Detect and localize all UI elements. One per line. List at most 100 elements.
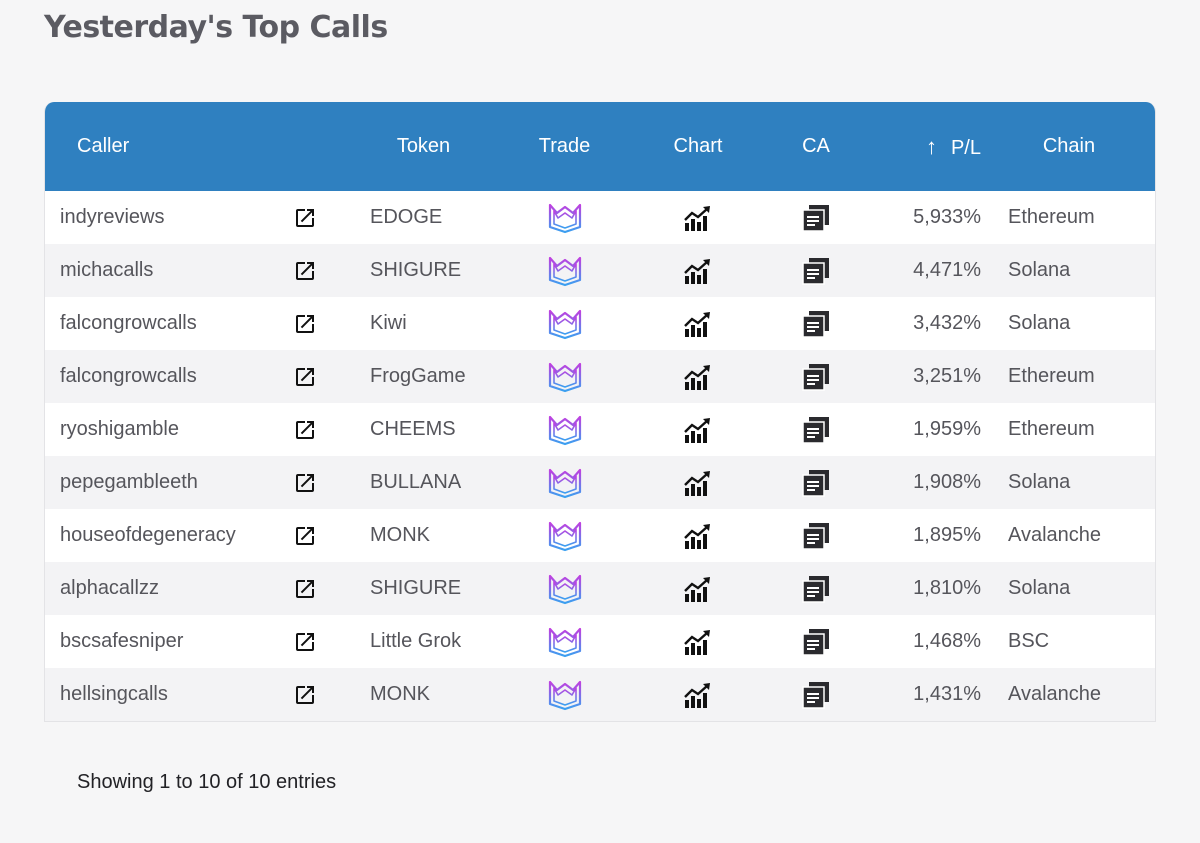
chart-cell[interactable]	[628, 244, 768, 297]
chart-trend-icon[interactable]	[683, 628, 713, 656]
column-header-chain[interactable]: Chain	[981, 102, 1155, 191]
link-cell[interactable]	[285, 297, 346, 350]
chart-cell[interactable]	[628, 456, 768, 509]
external-link-icon[interactable]	[293, 206, 317, 230]
copy-icon[interactable]	[802, 522, 830, 550]
chart-cell[interactable]	[628, 350, 768, 403]
copy-icon[interactable]	[802, 363, 830, 391]
chart-trend-icon[interactable]	[683, 416, 713, 444]
external-link-icon[interactable]	[293, 683, 317, 707]
trade-cell[interactable]	[501, 456, 628, 509]
copy-icon[interactable]	[802, 310, 830, 338]
trade-logo-icon[interactable]	[547, 519, 583, 553]
chart-trend-icon[interactable]	[683, 469, 713, 497]
trade-cell[interactable]	[501, 297, 628, 350]
chart-trend-icon[interactable]	[683, 681, 713, 709]
ca-cell[interactable]	[768, 615, 864, 668]
column-header-chart[interactable]: Chart	[628, 102, 768, 191]
trade-logo-icon[interactable]	[547, 201, 583, 235]
ca-cell[interactable]	[768, 191, 864, 244]
caller-cell[interactable]: houseofdegeneracy	[45, 509, 285, 562]
trade-logo-icon[interactable]	[547, 307, 583, 341]
trade-cell[interactable]	[501, 403, 628, 456]
trade-logo-icon[interactable]	[547, 254, 583, 288]
caller-name[interactable]: falcongrowcalls	[60, 312, 197, 334]
ca-cell[interactable]	[768, 668, 864, 721]
link-cell[interactable]	[285, 403, 346, 456]
caller-cell[interactable]: alphacallzz	[45, 562, 285, 615]
trade-cell[interactable]	[501, 668, 628, 721]
caller-cell[interactable]: pepegambleeth	[45, 456, 285, 509]
caller-name[interactable]: indyreviews	[60, 206, 165, 228]
chart-cell[interactable]	[628, 191, 768, 244]
column-header-ca[interactable]: CA	[768, 102, 864, 191]
caller-cell[interactable]: falcongrowcalls	[45, 350, 285, 403]
copy-icon[interactable]	[802, 469, 830, 497]
link-cell[interactable]	[285, 244, 346, 297]
external-link-icon[interactable]	[293, 577, 317, 601]
link-cell[interactable]	[285, 562, 346, 615]
chart-cell[interactable]	[628, 509, 768, 562]
caller-name[interactable]: alphacallzz	[60, 577, 159, 599]
chart-trend-icon[interactable]	[683, 204, 713, 232]
external-link-icon[interactable]	[293, 471, 317, 495]
caller-name[interactable]: michacalls	[60, 259, 154, 281]
trade-cell[interactable]	[501, 509, 628, 562]
column-header-pl[interactable]: ↑ P/L	[864, 102, 981, 191]
caller-name[interactable]: falcongrowcalls	[60, 365, 197, 387]
chart-cell[interactable]	[628, 615, 768, 668]
link-cell[interactable]	[285, 191, 346, 244]
chart-cell[interactable]	[628, 562, 768, 615]
ca-cell[interactable]	[768, 456, 864, 509]
ca-cell[interactable]	[768, 403, 864, 456]
caller-name[interactable]: bscsafesniper	[60, 630, 184, 652]
ca-cell[interactable]	[768, 297, 864, 350]
trade-logo-icon[interactable]	[547, 466, 583, 500]
ca-cell[interactable]	[768, 562, 864, 615]
trade-logo-icon[interactable]	[547, 572, 583, 606]
link-cell[interactable]	[285, 509, 346, 562]
caller-name[interactable]: pepegambleeth	[60, 471, 198, 493]
caller-name[interactable]: houseofdegeneracy	[60, 524, 236, 546]
chart-cell[interactable]	[628, 297, 768, 350]
link-cell[interactable]	[285, 350, 346, 403]
chart-cell[interactable]	[628, 668, 768, 721]
copy-icon[interactable]	[802, 628, 830, 656]
external-link-icon[interactable]	[293, 418, 317, 442]
caller-cell[interactable]: bscsafesniper	[45, 615, 285, 668]
external-link-icon[interactable]	[293, 365, 317, 389]
external-link-icon[interactable]	[293, 630, 317, 654]
ca-cell[interactable]	[768, 244, 864, 297]
link-cell[interactable]	[285, 615, 346, 668]
trade-cell[interactable]	[501, 191, 628, 244]
chart-trend-icon[interactable]	[683, 522, 713, 550]
trade-cell[interactable]	[501, 244, 628, 297]
caller-cell[interactable]: michacalls	[45, 244, 285, 297]
copy-icon[interactable]	[802, 416, 830, 444]
caller-cell[interactable]: ryoshigamble	[45, 403, 285, 456]
chart-trend-icon[interactable]	[683, 310, 713, 338]
chart-trend-icon[interactable]	[683, 363, 713, 391]
copy-icon[interactable]	[802, 575, 830, 603]
column-header-trade[interactable]: Trade	[501, 102, 628, 191]
trade-logo-icon[interactable]	[547, 413, 583, 447]
trade-cell[interactable]	[501, 615, 628, 668]
external-link-icon[interactable]	[293, 259, 317, 283]
trade-cell[interactable]	[501, 562, 628, 615]
trade-logo-icon[interactable]	[547, 625, 583, 659]
caller-cell[interactable]: hellsingcalls	[45, 668, 285, 721]
caller-name[interactable]: hellsingcalls	[60, 683, 168, 705]
caller-cell[interactable]: falcongrowcalls	[45, 297, 285, 350]
ca-cell[interactable]	[768, 509, 864, 562]
copy-icon[interactable]	[802, 681, 830, 709]
copy-icon[interactable]	[802, 204, 830, 232]
column-header-caller[interactable]: Caller	[45, 102, 346, 191]
chart-cell[interactable]	[628, 403, 768, 456]
chart-trend-icon[interactable]	[683, 575, 713, 603]
column-header-token[interactable]: Token	[346, 102, 501, 191]
ca-cell[interactable]	[768, 350, 864, 403]
caller-cell[interactable]: indyreviews	[45, 191, 285, 244]
trade-logo-icon[interactable]	[547, 678, 583, 712]
link-cell[interactable]	[285, 668, 346, 721]
caller-name[interactable]: ryoshigamble	[60, 418, 179, 440]
